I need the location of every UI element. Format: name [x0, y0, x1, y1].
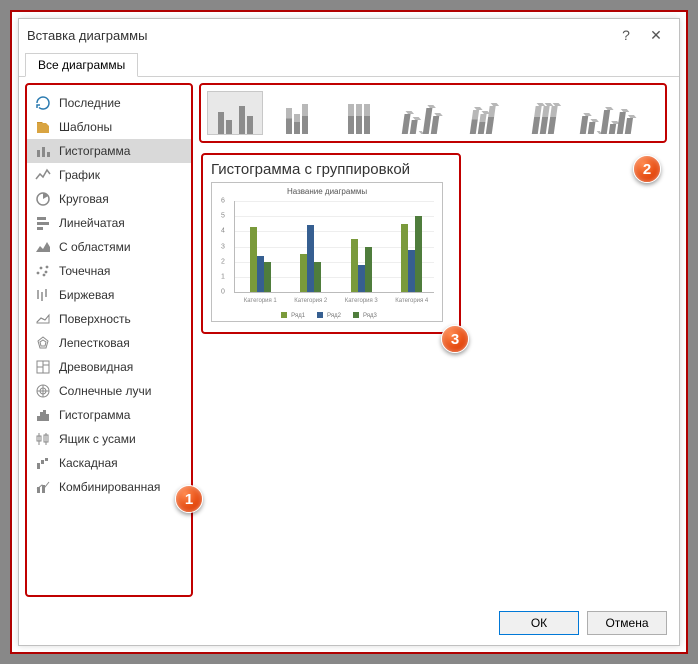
subtype-stacked100-column[interactable] — [331, 91, 387, 135]
subtype-clustered-column[interactable] — [207, 91, 263, 135]
subtype-icon — [348, 102, 370, 134]
preview-bar — [365, 247, 372, 293]
sidebar-item-label: С областями — [59, 240, 131, 254]
insert-chart-dialog: Вставка диаграммы ? ✕ Все диаграммы Посл… — [18, 18, 680, 646]
preview-bar — [401, 224, 408, 292]
sidebar-item-combo[interactable]: Комбинированная — [27, 475, 191, 499]
subtype-stacked-column-3d[interactable] — [455, 91, 511, 135]
sidebar-item-templates[interactable]: Шаблоны — [27, 115, 191, 139]
callout-3: 3 — [441, 325, 469, 353]
tab-strip: Все диаграммы — [19, 51, 679, 77]
radar-icon — [35, 335, 51, 351]
histogram-icon — [35, 407, 51, 423]
sidebar-item-label: Древовидная — [59, 360, 133, 374]
sidebar-item-label: Последние — [59, 96, 121, 110]
preview-bar — [257, 256, 264, 292]
subtype-icon — [401, 102, 440, 134]
subtype-clustered-column-3d[interactable] — [393, 91, 449, 135]
sidebar-item-histogram[interactable]: Гистограмма — [27, 403, 191, 427]
sunburst-icon — [35, 383, 51, 399]
callout-1: 1 — [175, 485, 203, 513]
chart-subtype-title: Гистограмма с группировкой — [211, 161, 451, 178]
sidebar-item-hbar[interactable]: Линейчатая — [27, 211, 191, 235]
subtype-stacked100-column-3d[interactable] — [517, 91, 573, 135]
bar-icon — [35, 143, 51, 159]
cancel-button[interactable]: Отмена — [587, 611, 667, 635]
sidebar-item-sunburst[interactable]: Солнечные лучи — [27, 379, 191, 403]
sidebar-item-pie[interactable]: Круговая — [27, 187, 191, 211]
treemap-icon — [35, 359, 51, 375]
preview-legend: Ряд1Ряд2Ряд3 — [212, 312, 442, 319]
sidebar-item-label: Комбинированная — [59, 480, 160, 494]
preview-bar — [250, 227, 257, 292]
subtype-column-3d[interactable] — [579, 91, 635, 135]
surface-icon — [35, 311, 51, 327]
scatter-icon — [35, 263, 51, 279]
chart-subtype-row — [199, 83, 667, 143]
sidebar-item-boxplot[interactable]: Ящик с усами — [27, 427, 191, 451]
preview-chart-title: Название диаграммы — [212, 187, 442, 196]
sidebar-item-surface[interactable]: Поверхность — [27, 307, 191, 331]
sidebar-item-label: Гистограмма — [59, 144, 130, 158]
preview-bar — [264, 262, 271, 292]
preview-bar — [358, 265, 365, 292]
sidebar-item-label: График — [59, 168, 100, 182]
subtype-icon — [532, 102, 558, 134]
subtype-icon — [218, 102, 253, 134]
sidebar-item-scatter[interactable]: Точечная — [27, 259, 191, 283]
subtype-icon — [579, 102, 634, 134]
chart-preview-panel: Гистограмма с группировкой Название диаг… — [201, 153, 461, 334]
pie-icon — [35, 191, 51, 207]
preview-bar — [408, 250, 415, 292]
sidebar-item-label: Линейчатая — [59, 216, 125, 230]
help-button[interactable]: ? — [611, 27, 641, 43]
sidebar-item-label: Ящик с усами — [59, 432, 136, 446]
ok-button[interactable]: ОК — [499, 611, 579, 635]
combo-icon — [35, 479, 51, 495]
close-button[interactable]: ✕ — [641, 27, 671, 44]
sidebar-item-label: Биржевая — [59, 288, 114, 302]
preview-bar — [351, 239, 358, 292]
waterfall-icon — [35, 455, 51, 471]
callout-2: 2 — [633, 155, 661, 183]
content-area: Гистограмма с группировкой Название диаг… — [193, 77, 679, 603]
sidebar-item-bar[interactable]: Гистограмма — [27, 139, 191, 163]
sidebar-item-recent[interactable]: Последние — [27, 91, 191, 115]
sidebar-item-label: Поверхность — [59, 312, 131, 326]
sidebar-item-label: Точечная — [59, 264, 110, 278]
sidebar-item-label: Круговая — [59, 192, 109, 206]
hbar-icon — [35, 215, 51, 231]
area-icon — [35, 239, 51, 255]
preview-bar — [415, 216, 422, 292]
dialog-title: Вставка диаграммы — [27, 28, 147, 43]
subtype-stacked-column[interactable] — [269, 91, 325, 135]
sidebar-item-label: Каскадная — [59, 456, 118, 470]
boxplot-icon — [35, 431, 51, 447]
chart-type-sidebar: Последние Шаблоны Гистограмма График Кругова… — [25, 83, 193, 597]
sidebar-item-treemap[interactable]: Древовидная — [27, 355, 191, 379]
line-icon — [35, 167, 51, 183]
sidebar-item-label: Шаблоны — [59, 120, 112, 134]
sidebar-item-label: Лепестковая — [59, 336, 130, 350]
preview-bar — [300, 254, 307, 292]
sidebar-item-radar[interactable]: Лепестковая — [27, 331, 191, 355]
sidebar-item-label: Солнечные лучи — [59, 384, 151, 398]
subtype-icon — [286, 102, 308, 134]
sidebar-item-stock[interactable]: Биржевая — [27, 283, 191, 307]
templates-icon — [35, 119, 51, 135]
screenshot-frame: Вставка диаграммы ? ✕ Все диаграммы Посл… — [10, 10, 688, 654]
sidebar-item-label: Гистограмма — [59, 408, 130, 422]
dialog-buttons: ОК Отмена — [499, 611, 667, 635]
tab-all-charts[interactable]: Все диаграммы — [25, 53, 138, 77]
subtype-icon — [470, 102, 496, 134]
preview-bar — [307, 225, 314, 292]
sidebar-item-waterfall[interactable]: Каскадная — [27, 451, 191, 475]
sidebar-item-line[interactable]: График — [27, 163, 191, 187]
recent-icon — [35, 95, 51, 111]
titlebar: Вставка диаграммы ? ✕ — [19, 19, 679, 51]
sidebar-item-area[interactable]: С областями — [27, 235, 191, 259]
stock-icon — [35, 287, 51, 303]
preview-bar — [314, 262, 321, 292]
chart-preview[interactable]: Название диаграммы0123456Категория 1Кате… — [211, 182, 443, 322]
